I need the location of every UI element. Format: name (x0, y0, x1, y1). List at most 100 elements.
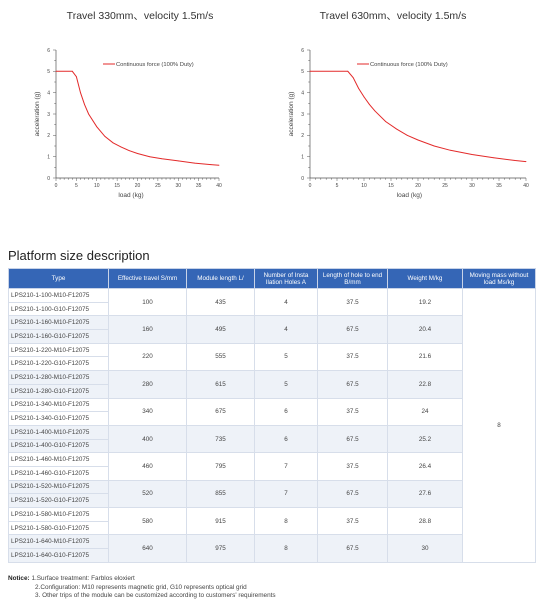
type-cell: LPS210-1-520-M10-F12075 (8, 479, 109, 495)
platform-size-table: Type Effective travel S/mm Module length… (8, 268, 536, 563)
data-point (514, 160, 516, 161)
table-row: LPS210-1-100-M10-F12075 100 435 4 37.5 19.2 8 (8, 287, 536, 563)
data-point (96, 126, 98, 128)
type-cell: LPS210-1-220-M10-F12075 (8, 342, 109, 358)
x-tick-label: 30 (175, 183, 181, 189)
data-point (396, 128, 397, 130)
hole-end-cell: 67.5 (317, 534, 388, 563)
data-point (177, 160, 179, 162)
travel-cell: 400 (108, 424, 187, 454)
x-axis-label: load (kg) (118, 192, 143, 199)
y-tick-label: 0 (301, 176, 304, 182)
data-point (385, 121, 386, 122)
type-cell: LPS210-1-160-G10-F12075 (8, 329, 109, 344)
data-point (149, 156, 151, 158)
table-row: LPS210-1-340-M10-F12075 340 675 6 37.5 24 (8, 397, 536, 426)
col-header-hole-end: Length of hole to end B/mm (317, 268, 388, 289)
table-row: LPS210-1-520-G10-F12075 (8, 493, 536, 508)
data-point (417, 139, 419, 141)
table-row: LPS210-1-640-G10-F12075 (8, 548, 536, 563)
holes-cell: 6 (254, 424, 318, 454)
x-tick-label: 5 (75, 183, 78, 189)
x-tick-label: 10 (94, 183, 100, 189)
weight-cell: 28.8 (387, 506, 463, 536)
holes-cell: 7 (254, 452, 318, 481)
table-header-row: Type Effective travel S/mm Module length… (8, 268, 536, 289)
table-row: LPS210-1-460-M10-F12075 460 795 7 37.5 26.4 (8, 452, 536, 481)
holes-cell: 8 (254, 506, 318, 536)
series-line (56, 70, 220, 166)
table-row: LPS210-1-640-M10-F12075 640 975 8 67.5 30 (8, 534, 536, 563)
type-cell: LPS210-1-160-M10-F12075 (8, 315, 109, 331)
table-body: LPS210-1-100-M10-F12075 100 435 4 37.5 19.2 8 L… (8, 287, 536, 563)
notice-item-3: 3. Other trips of the module can be cust… (35, 592, 276, 599)
holes-cell: 8 (254, 534, 318, 563)
data-point (71, 70, 73, 72)
travel-cell: 160 (108, 315, 187, 344)
table-row: LPS210-1-400-G10-F12075 (8, 438, 536, 454)
type-cell: LPS210-1-460-G10-F12075 (8, 465, 109, 481)
type-cell: LPS210-1-100-M10-F12075 (8, 288, 109, 303)
weight-cell: 30 (387, 534, 463, 563)
data-point (363, 96, 365, 98)
col-header-type: Type (8, 268, 109, 289)
data-point (84, 104, 85, 105)
holes-cell: 6 (254, 397, 318, 426)
weight-cell: 22.8 (387, 370, 463, 399)
y-tick-label: 6 (301, 48, 304, 54)
table-row: LPS210-1-280-M10-F12075 280 615 5 67.5 22.8 (8, 370, 536, 399)
hole-end-cell: 37.5 (317, 287, 388, 317)
type-cell: LPS210-1-100-G10-F12075 (8, 301, 109, 317)
notice-label: Notice: (8, 575, 30, 582)
notice-item-1: 1.Surface treatment: Farblos eloxiert (31, 575, 135, 582)
type-cell: LPS210-1-580-G10-F12075 (8, 520, 109, 536)
table-row: LPS210-1-520-M10-F12075 520 855 7 67.5 27.6 (8, 479, 536, 509)
length-cell: 615 (186, 370, 255, 399)
x-tick-label: 40 (216, 183, 222, 189)
type-cell: LPS210-1-520-G10-F12075 (8, 493, 109, 508)
data-point (525, 161, 527, 162)
type-cell: LPS210-1-340-M10-F12075 (8, 397, 109, 413)
length-cell: 855 (186, 479, 255, 509)
weight-cell: 21.6 (387, 342, 463, 372)
section-title: Platform size description (8, 248, 150, 263)
data-point (55, 70, 57, 72)
x-tick-label: 35 (496, 183, 502, 189)
data-point (309, 70, 311, 72)
series-line (310, 70, 527, 163)
x-tick-label: 0 (309, 183, 312, 189)
legend-label: Continuous force (100% Duty) (116, 62, 194, 68)
holes-cell: 4 (254, 315, 318, 344)
y-tick-label: 0 (47, 176, 50, 182)
notice-item-2: 2.Configuration: M10 represents magnetic… (35, 583, 247, 591)
holes-cell: 5 (254, 342, 318, 372)
weight-cell: 25.2 (387, 424, 463, 454)
y-tick-label: 2 (301, 133, 304, 139)
travel-cell: 100 (108, 287, 187, 317)
length-cell: 915 (186, 506, 255, 536)
x-tick-label: 0 (55, 183, 58, 189)
travel-cell: 280 (108, 370, 187, 399)
data-point (406, 134, 408, 136)
x-axis-label: load (kg) (397, 192, 422, 199)
x-tick-label: 15 (388, 183, 394, 189)
x-tick-label: 35 (196, 183, 202, 189)
x-tick-label: 5 (336, 183, 339, 189)
data-point (194, 162, 195, 164)
travel-cell: 640 (108, 534, 187, 563)
data-point (450, 149, 451, 151)
type-cell: LPS210-1-400-M10-F12075 (8, 424, 109, 440)
x-tick-label: 10 (361, 183, 367, 189)
y-tick-label: 5 (301, 69, 304, 75)
x-tick-label: 25 (442, 183, 448, 189)
data-point (358, 88, 359, 89)
length-cell: 795 (186, 452, 255, 481)
travel-cell: 460 (108, 452, 187, 481)
weight-cell: 19.2 (387, 287, 463, 317)
data-point (112, 142, 114, 144)
x-tick-label: 25 (155, 183, 161, 189)
length-cell: 735 (186, 424, 255, 454)
table-row: LPS210-1-400-M10-F12075 400 735 6 67.5 25.2 (8, 424, 536, 454)
weight-cell: 27.6 (387, 479, 463, 509)
type-cell: LPS210-1-460-M10-F12075 (8, 452, 109, 467)
